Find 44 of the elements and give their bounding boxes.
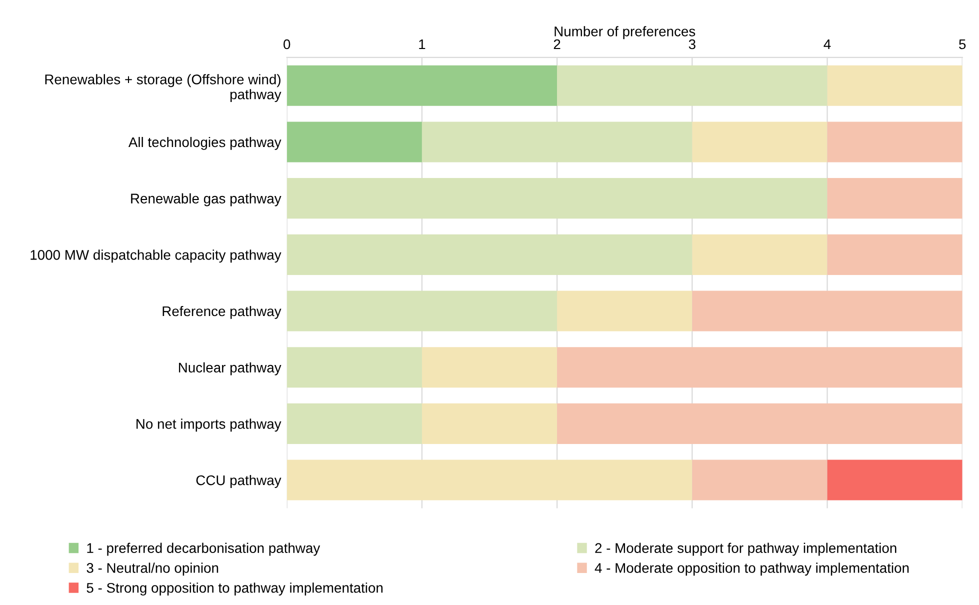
legend-label: 2 - Moderate support for pathway implementation xyxy=(595,542,896,556)
y-tick-label: All technologies pathway xyxy=(128,136,282,150)
legend-label: 1 - preferred decarbonisation pathway xyxy=(87,542,320,556)
bar xyxy=(827,234,962,275)
bar xyxy=(286,178,828,219)
bar xyxy=(692,290,962,332)
y-tick-label: 1000 MW dispatchable capacity pathway xyxy=(30,250,282,263)
bar xyxy=(286,65,558,106)
x-tick-label: 5 xyxy=(959,39,966,50)
y-tick-label: Reference pathway xyxy=(162,306,282,319)
bar xyxy=(286,234,692,275)
bar xyxy=(827,65,962,106)
bar xyxy=(286,460,692,500)
y-tick-label: Nuclear pathway xyxy=(178,362,282,376)
bar xyxy=(286,290,558,332)
y-tick-label: CCU pathway xyxy=(196,474,282,488)
bar xyxy=(422,122,692,162)
bar xyxy=(692,122,828,162)
bar xyxy=(557,290,692,332)
bar xyxy=(557,65,828,106)
bar xyxy=(286,347,422,388)
bar xyxy=(422,347,558,388)
y-tick-label: No net imports pathway xyxy=(136,418,282,432)
x-tick-label: 1 xyxy=(419,39,426,50)
bar xyxy=(827,178,962,219)
bar xyxy=(827,122,962,162)
legend-label: 3 - Neutral/no opinion xyxy=(86,562,218,576)
x-tick-label: 0 xyxy=(284,39,290,50)
legend-label: 5 - Strong opposition to pathway implementation xyxy=(86,582,383,596)
bar xyxy=(557,347,962,388)
bar xyxy=(557,403,962,444)
x-axis-title: Number of preferences xyxy=(554,26,696,40)
y-tick-label: Renewables + storage (Offshore wind) pathway xyxy=(45,74,282,102)
bar xyxy=(692,234,828,275)
x-tick-label: 2 xyxy=(554,39,560,50)
x-tick-label: 3 xyxy=(688,39,696,50)
x-tick-label: 4 xyxy=(824,39,831,50)
bar xyxy=(422,403,558,444)
y-tick-label: Renewable gas pathway xyxy=(131,193,282,206)
legend-label: 4 - Moderate opposition to pathway implementation xyxy=(594,562,909,576)
bar xyxy=(692,460,828,500)
bar xyxy=(827,460,962,500)
bar xyxy=(286,122,422,162)
bar xyxy=(286,403,422,444)
